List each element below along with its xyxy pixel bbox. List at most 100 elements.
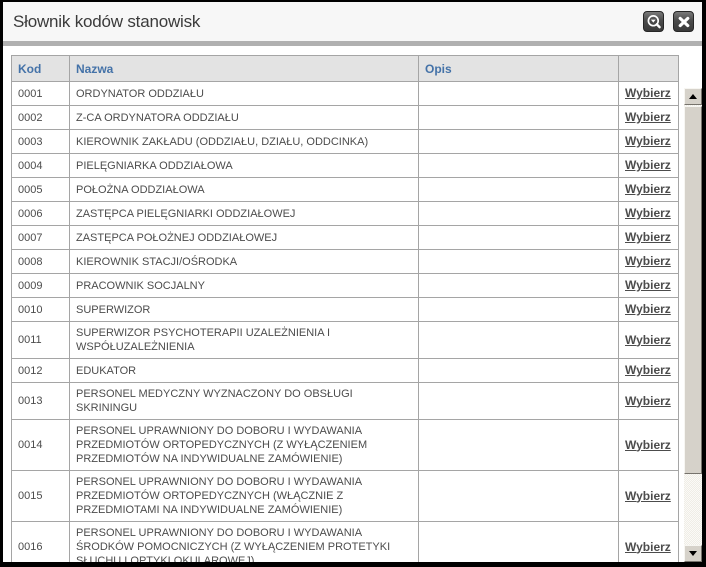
cell-nazwa: KIEROWNIK STACJI/OŚRODKA — [69, 249, 419, 274]
scroll-up-button[interactable] — [684, 88, 702, 105]
cell-nazwa: ZASTĘPCA POŁOŻNEJ ODDZIAŁOWEJ — [69, 225, 419, 250]
table-row: 0007 ZASTĘPCA POŁOŻNEJ ODDZIAŁOWEJ Wybie… — [11, 225, 679, 250]
close-icon — [676, 14, 692, 30]
cell-opis — [418, 273, 619, 298]
cell-nazwa: Z-CA ORDYNATORA ODDZIAŁU — [69, 105, 419, 130]
wybierz-link[interactable]: Wybierz — [625, 254, 671, 268]
cell-action: Wybierz — [618, 153, 679, 178]
column-header-action — [618, 55, 679, 82]
cell-kod: 0008 — [11, 249, 70, 274]
cell-opis — [418, 521, 619, 562]
cell-nazwa: PERSONEL MEDYCZNY WYZNACZONY DO OBSŁUGI … — [69, 382, 419, 420]
cell-kod: 0006 — [11, 201, 70, 226]
cell-action: Wybierz — [618, 297, 679, 322]
cell-action: Wybierz — [618, 470, 679, 522]
cell-action: Wybierz — [618, 81, 679, 106]
cell-opis — [418, 201, 619, 226]
cell-nazwa: PERSONEL UPRAWNIONY DO DOBORU I WYDAWANI… — [69, 419, 419, 471]
cell-kod: 0010 — [11, 297, 70, 322]
cell-opis — [418, 129, 619, 154]
cell-action: Wybierz — [618, 225, 679, 250]
table-row: 0013 PERSONEL MEDYCZNY WYZNACZONY DO OBS… — [11, 382, 679, 420]
wybierz-link[interactable]: Wybierz — [625, 488, 671, 503]
wybierz-link[interactable]: Wybierz — [625, 86, 671, 100]
cell-opis — [418, 105, 619, 130]
table-body: 0001 ORDYNATOR ODDZIAŁU Wybierz 0002 Z-C… — [11, 81, 679, 562]
close-button[interactable] — [673, 11, 694, 32]
cell-action: Wybierz — [618, 382, 679, 420]
dialog-content: Kod Nazwa Opis 0001 ORDYNATOR ODDZIAŁU W… — [3, 46, 702, 562]
table-row: 0016 PERSONEL UPRAWNIONY DO DOBORU I WYD… — [11, 521, 679, 562]
cell-nazwa: SUPERWIZOR PSYCHOTERAPII UZALEŻNIENIA I … — [69, 321, 419, 359]
wybierz-link[interactable]: Wybierz — [625, 230, 671, 244]
cell-action: Wybierz — [618, 321, 679, 359]
cell-opis — [418, 225, 619, 250]
wybierz-link[interactable]: Wybierz — [625, 278, 671, 292]
wybierz-link[interactable]: Wybierz — [625, 206, 671, 220]
scrollbar-thumb[interactable] — [684, 106, 702, 474]
wybierz-link[interactable]: Wybierz — [625, 539, 671, 554]
cell-action: Wybierz — [618, 177, 679, 202]
wybierz-link[interactable]: Wybierz — [625, 158, 671, 172]
arrow-down-icon — [689, 551, 697, 556]
table-row: 0006 ZASTĘPCA PIELĘGNIARKI ODDZIAŁOWEJ W… — [11, 201, 679, 226]
cell-action: Wybierz — [618, 249, 679, 274]
table-row: 0003 KIEROWNIK ZAKŁADU (ODDZIAŁU, DZIAŁU… — [11, 129, 679, 154]
table-row: 0009 PRACOWNIK SOCJALNY Wybierz — [11, 273, 679, 298]
cell-nazwa: KIEROWNIK ZAKŁADU (ODDZIAŁU, DZIAŁU, ODD… — [69, 129, 419, 154]
wybierz-link[interactable]: Wybierz — [625, 110, 671, 124]
cell-opis — [418, 358, 619, 383]
wybierz-link[interactable]: Wybierz — [625, 393, 671, 408]
table-row: 0015 PERSONEL UPRAWNIONY DO DOBORU I WYD… — [11, 470, 679, 522]
column-header-nazwa: Nazwa — [69, 55, 419, 82]
search-button[interactable] — [643, 11, 664, 32]
cell-action: Wybierz — [618, 105, 679, 130]
cell-kod: 0015 — [11, 470, 70, 522]
cell-kod: 0009 — [11, 273, 70, 298]
cell-opis — [418, 419, 619, 471]
table-row: 0010 SUPERWIZOR Wybierz — [11, 297, 679, 322]
cell-opis — [418, 321, 619, 359]
cell-nazwa: PERSONEL UPRAWNIONY DO DOBORU I WYDAWANI… — [69, 521, 419, 562]
table-row: 0008 KIEROWNIK STACJI/OŚRODKA Wybierz — [11, 249, 679, 274]
cell-opis — [418, 249, 619, 274]
positions-table: Kod Nazwa Opis 0001 ORDYNATOR ODDZIAŁU W… — [11, 55, 679, 562]
scroll-down-button[interactable] — [684, 545, 702, 562]
magnifier-arrow-icon — [646, 14, 662, 30]
table-row: 0005 POŁOŻNA ODDZIAŁOWA Wybierz — [11, 177, 679, 202]
table-row: 0011 SUPERWIZOR PSYCHOTERAPII UZALEŻNIEN… — [11, 321, 679, 359]
wybierz-link[interactable]: Wybierz — [625, 302, 671, 316]
cell-nazwa: SUPERWIZOR — [69, 297, 419, 322]
cell-action: Wybierz — [618, 273, 679, 298]
cell-action: Wybierz — [618, 521, 679, 562]
cell-kod: 0011 — [11, 321, 70, 359]
wybierz-link[interactable]: Wybierz — [625, 437, 671, 452]
table-row: 0001 ORDYNATOR ODDZIAŁU Wybierz — [11, 81, 679, 106]
titlebar-separator — [3, 41, 702, 46]
vertical-scrollbar[interactable] — [684, 88, 702, 562]
titlebar: Słownik kodów stanowisk — [3, 2, 702, 41]
cell-opis — [418, 297, 619, 322]
cell-nazwa: PIELĘGNIARKA ODDZIAŁOWA — [69, 153, 419, 178]
wybierz-link[interactable]: Wybierz — [625, 363, 671, 377]
cell-kod: 0004 — [11, 153, 70, 178]
cell-kod: 0014 — [11, 419, 70, 471]
table-row: 0014 PERSONEL UPRAWNIONY DO DOBORU I WYD… — [11, 419, 679, 471]
cell-kod: 0002 — [11, 105, 70, 130]
wybierz-link[interactable]: Wybierz — [625, 182, 671, 196]
cell-kod: 0012 — [11, 358, 70, 383]
scrollbar-track[interactable] — [684, 474, 702, 545]
wybierz-link[interactable]: Wybierz — [625, 134, 671, 148]
cell-kod: 0001 — [11, 81, 70, 106]
cell-nazwa: ORDYNATOR ODDZIAŁU — [69, 81, 419, 106]
cell-kod: 0016 — [11, 521, 70, 562]
cell-kod: 0003 — [11, 129, 70, 154]
cell-opis — [418, 382, 619, 420]
cell-opis — [418, 177, 619, 202]
table-row: 0004 PIELĘGNIARKA ODDZIAŁOWA Wybierz — [11, 153, 679, 178]
cell-nazwa: ZASTĘPCA PIELĘGNIARKI ODDZIAŁOWEJ — [69, 201, 419, 226]
cell-kod: 0007 — [11, 225, 70, 250]
page-title: Słownik kodów stanowisk — [13, 11, 201, 31]
wybierz-link[interactable]: Wybierz — [625, 332, 671, 347]
table-row: 0012 EDUKATOR Wybierz — [11, 358, 679, 383]
